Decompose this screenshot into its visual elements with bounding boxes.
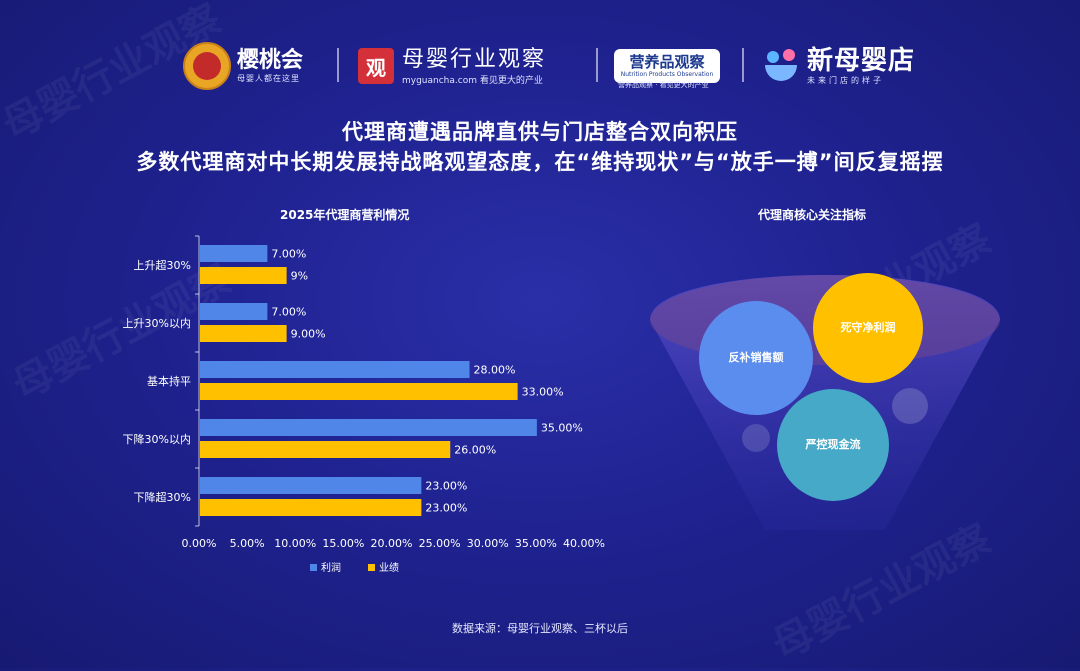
bar-profit <box>200 245 268 262</box>
x-tick-label: 10.00% <box>274 537 316 550</box>
small-bubble <box>892 388 928 424</box>
x-tick-label: 20.00% <box>371 537 413 550</box>
x-tick-label: 35.00% <box>515 537 557 550</box>
bar-profit <box>200 419 537 436</box>
cherry-icon <box>183 42 231 90</box>
legend-swatch <box>368 564 375 571</box>
logo-name: 营养品观察 <box>629 53 705 71</box>
category-label: 上升30%以内 <box>123 316 191 330</box>
bar-chart-title: 2025年代理商营利情况 <box>280 208 410 222</box>
data-label: 23.00% <box>425 502 467 515</box>
logo-sub: 未来门店的样子 <box>807 75 884 85</box>
legend-label: 业绩 <box>379 561 399 574</box>
legend-swatch <box>310 564 317 571</box>
bar-performance <box>200 499 422 516</box>
category-label: 基本持平 <box>147 374 191 388</box>
x-tick-label: 5.00% <box>230 537 265 550</box>
x-tick-label: 40.00% <box>563 537 605 550</box>
bar-profit <box>200 303 268 320</box>
logo-name: 樱桃会 <box>237 47 304 73</box>
x-tick-label: 15.00% <box>322 537 364 550</box>
data-label: 9.00% <box>291 328 326 341</box>
data-label: 9% <box>291 270 308 283</box>
bubble-label-sales: 反补销售额 <box>729 350 784 364</box>
logo-en: Nutrition Products Observation <box>620 71 714 78</box>
data-label: 35.00% <box>541 422 583 435</box>
category-label: 下降超30% <box>134 490 191 504</box>
family-icon <box>765 49 799 83</box>
bar-profit <box>200 361 470 378</box>
bar-performance <box>200 383 518 400</box>
muying-guancha-logo: 观 母婴行业观察 myguancha.com 看见更大的产业 <box>358 38 546 94</box>
x-tick-label: 0.00% <box>182 537 217 550</box>
bubble-label-profit: 死守净利润 <box>841 320 896 334</box>
xinmuying-logo: 新母婴店 未来门店的样子 <box>765 38 915 94</box>
bubble-chart-title: 代理商核心关注指标 <box>758 208 867 222</box>
logo-separator <box>337 48 339 82</box>
nutrition-logo: 营养品观察 Nutrition Products Observation 营养品… <box>614 38 720 94</box>
guan-icon: 观 <box>358 48 394 84</box>
bubble-cashflow <box>777 389 889 501</box>
data-label: 23.00% <box>425 480 467 493</box>
bubble-sales <box>699 301 813 415</box>
legend-label: 利润 <box>321 561 341 574</box>
logo-separator <box>596 48 598 82</box>
data-label: 33.00% <box>522 386 564 399</box>
data-label: 7.00% <box>271 306 306 319</box>
bar-performance <box>200 441 451 458</box>
category-label: 上升超30% <box>134 258 191 272</box>
logo-sub: myguancha.com 看见更大的产业 <box>402 75 543 86</box>
logo-name: 新母婴店 <box>807 45 916 76</box>
logo-slogan: 母婴人都在这里 <box>237 73 300 83</box>
logo-separator <box>742 48 744 82</box>
x-tick-label: 25.00% <box>419 537 461 550</box>
logo-name: 母婴行业观察 <box>402 46 547 72</box>
data-label: 26.00% <box>454 444 496 457</box>
data-label: 7.00% <box>271 248 306 261</box>
category-label: 下降30%以内 <box>123 432 191 446</box>
small-bubble <box>742 424 770 452</box>
bar-performance <box>200 267 287 284</box>
bubble-profit <box>813 273 923 383</box>
bubble-label-cashflow: 严控现金流 <box>805 437 861 451</box>
page-subtitle: 多数代理商对中长期发展持战略观望态度，在“维持现状”与“放手一搏”间反复摇摆 <box>136 150 944 174</box>
data-label: 28.00% <box>474 364 516 377</box>
bar-chart: 上升超30% 7.00% 9% 上升30%以内 7.00% 9.00% 基本持平 28.00%… <box>123 235 605 574</box>
data-source: 数据来源：母婴行业观察、三杯以后 <box>452 622 628 635</box>
bar-performance <box>200 325 287 342</box>
page-title: 代理商遭遇品牌直供与门店整合双向积压 <box>342 120 738 144</box>
logo-bar: 樱桃会 母婴人都在这里 观 母婴行业观察 myguancha.com 看见更大的… <box>0 38 1080 98</box>
logo-sub: 营养品观察 · 看见更大的产业 <box>618 81 709 89</box>
x-tick-label: 30.00% <box>467 537 509 550</box>
bar-profit <box>200 477 422 494</box>
yingtaohui-logo: 樱桃会 母婴人都在这里 <box>183 38 303 94</box>
bubble-funnel-chart: 反补销售额 死守净利润 严控现金流 <box>650 273 1000 530</box>
